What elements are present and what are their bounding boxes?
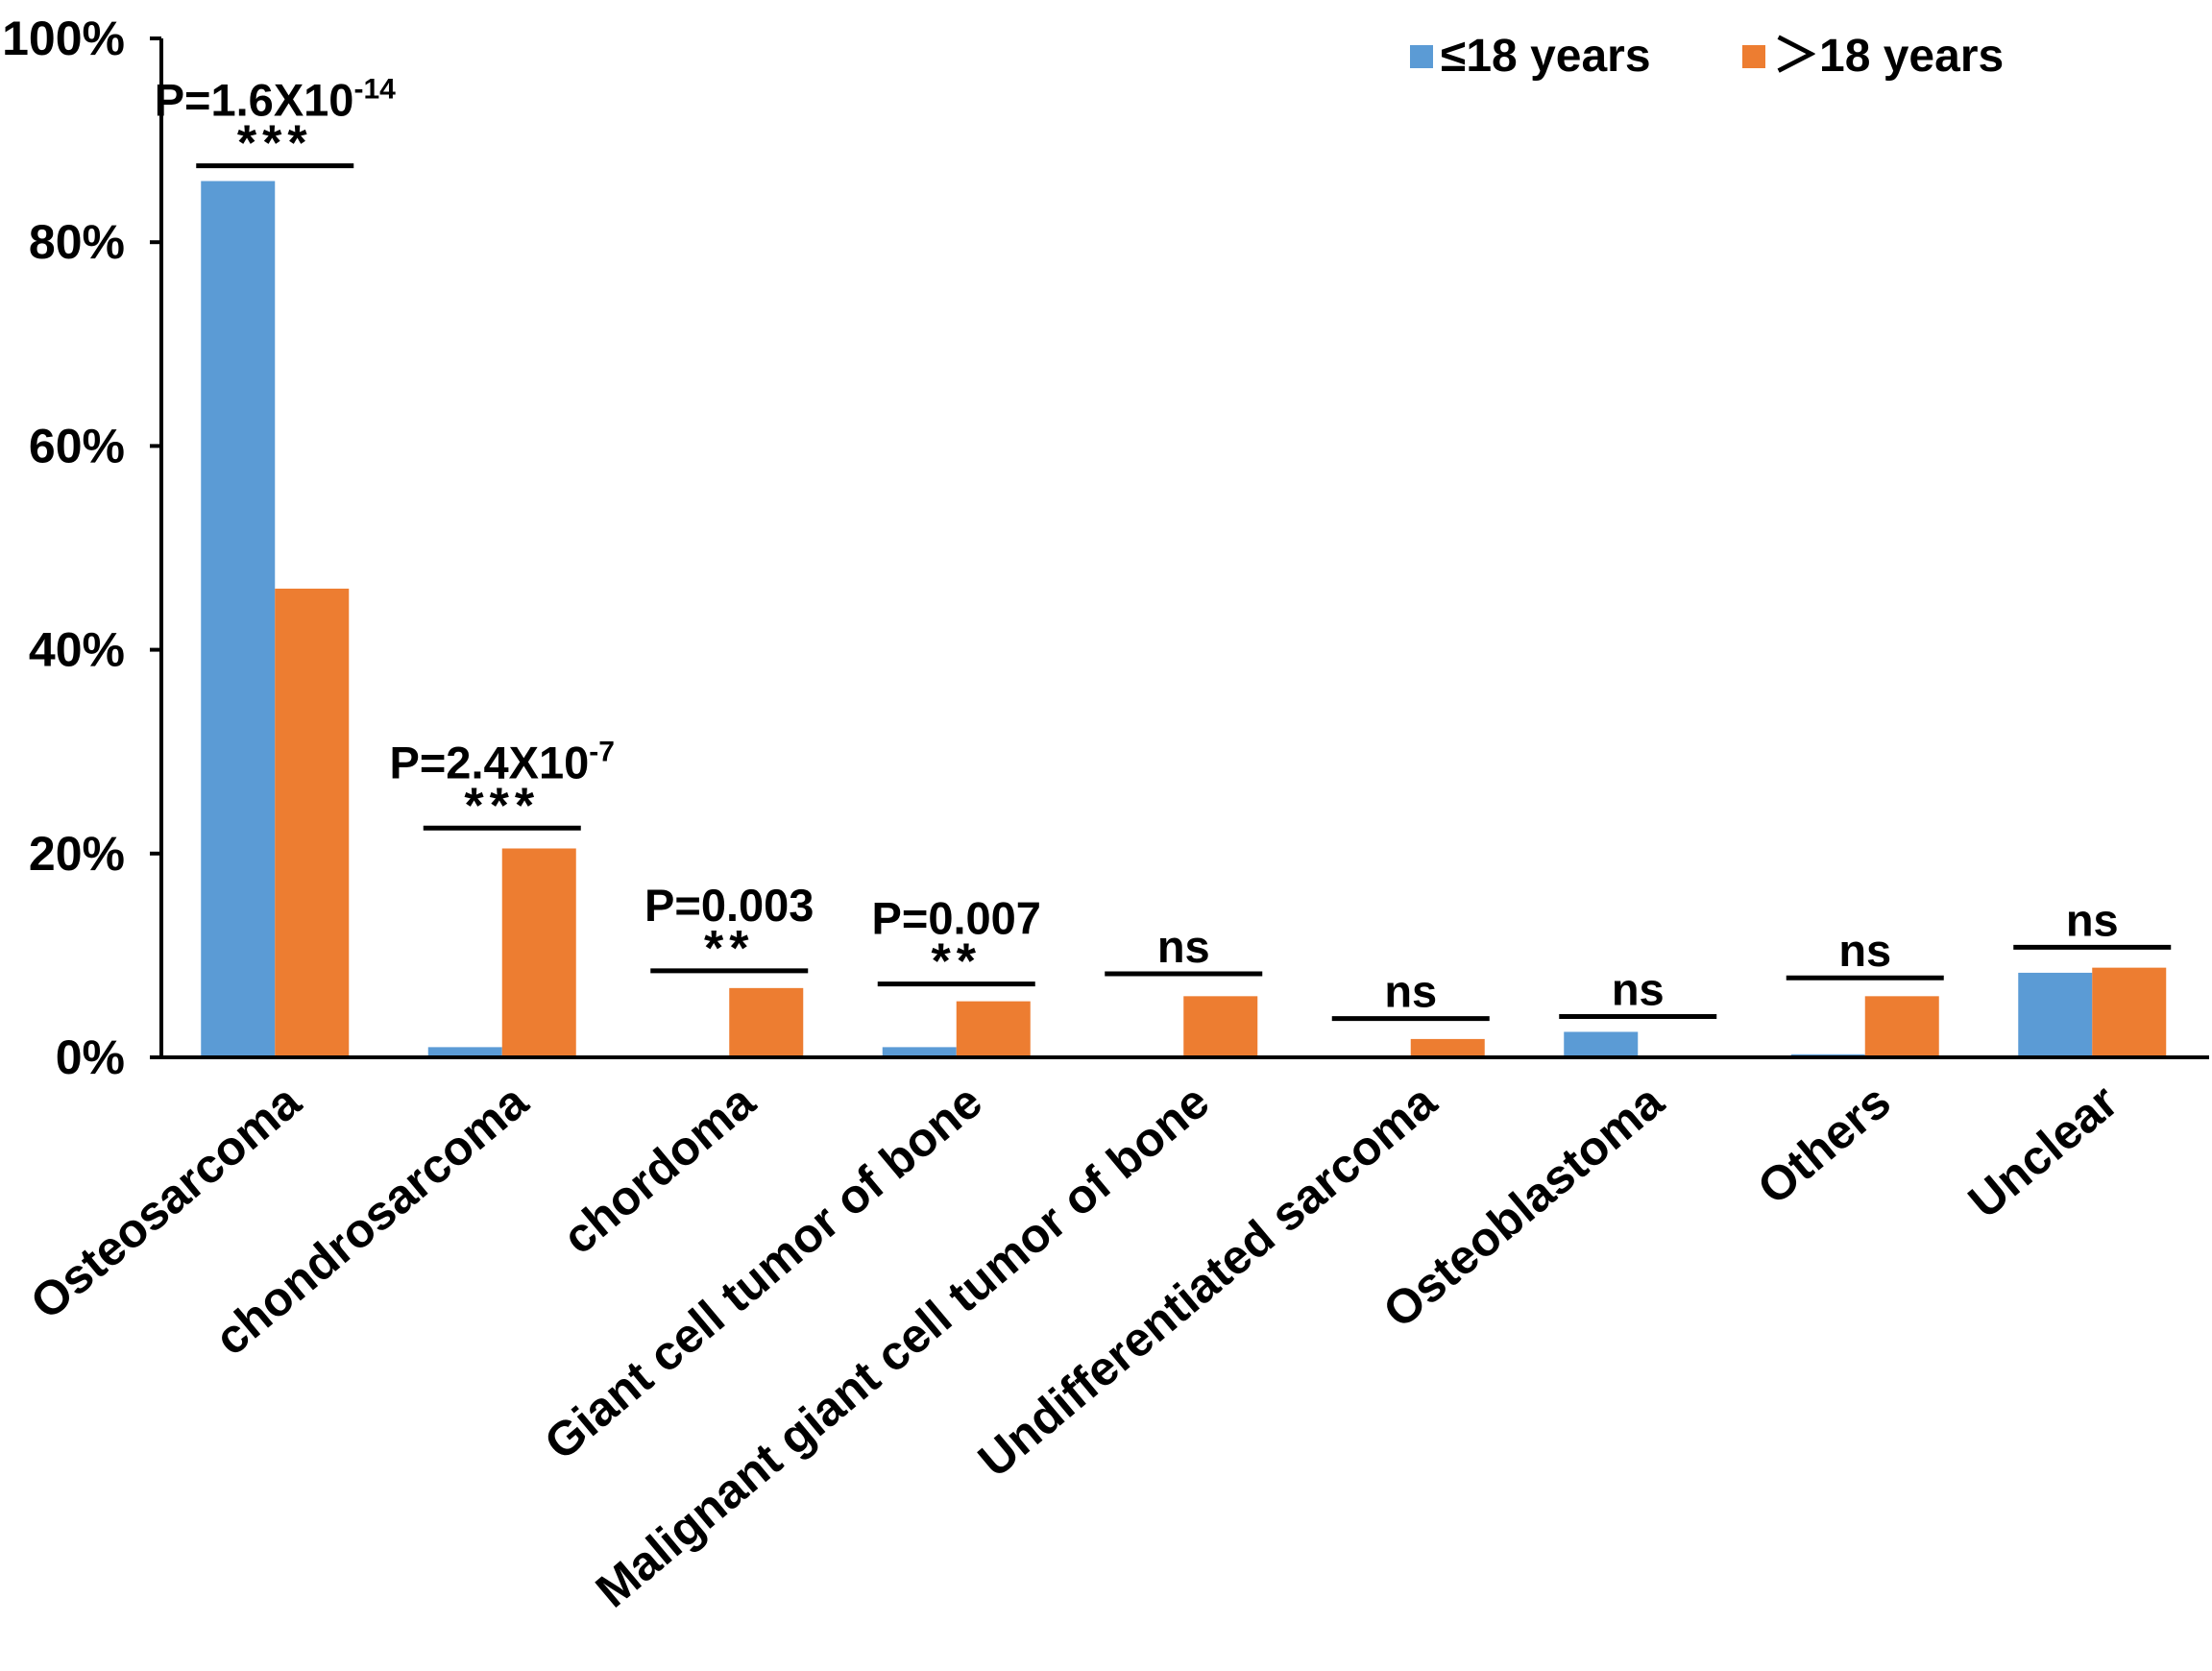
x-category-label: Others xyxy=(1747,1075,1900,1215)
y-tick-label: 80% xyxy=(29,215,125,269)
p-value-label: P=2.4X10-7 xyxy=(390,736,615,787)
bar-series-2-8 xyxy=(1864,996,1939,1057)
y-tick-label: 100% xyxy=(2,12,125,65)
legend-swatch-1 xyxy=(1410,45,1433,68)
y-tick-label: 40% xyxy=(29,623,125,677)
x-category-label: chordoma xyxy=(552,1074,766,1265)
p-value-label: P=0.003 xyxy=(644,880,814,931)
bar-series-1-2 xyxy=(427,1047,502,1057)
legend: ≤18 years ＞18 years xyxy=(1410,31,2004,82)
p-value-exponent: -7 xyxy=(589,736,615,767)
p-value-label: P=1.6X10-14 xyxy=(155,74,396,126)
x-category-label: Undifferentiated sarcoma xyxy=(968,1074,1447,1488)
bar-series-1-9 xyxy=(2018,972,2093,1057)
ns-label: ns xyxy=(1612,964,1665,1015)
legend-swatch-2 xyxy=(1742,45,1765,68)
p-value-exponent: -14 xyxy=(353,74,396,106)
bar-series-2-9 xyxy=(2092,967,2167,1057)
significance-stars: ** xyxy=(704,921,754,977)
p-value-label: P=0.007 xyxy=(872,893,1041,944)
ns-label: ns xyxy=(1384,966,1437,1017)
bar-series-1-1 xyxy=(201,181,276,1058)
y-tick-label: 20% xyxy=(29,827,125,881)
bar-series-2-1 xyxy=(275,588,350,1057)
x-category-label: Giant cell tumor of bone xyxy=(534,1075,991,1471)
bar-series-2-5 xyxy=(1183,996,1258,1057)
significance-stars: *** xyxy=(237,116,313,172)
ns-label: ns xyxy=(1838,925,1891,976)
x-category-label: Unclear xyxy=(1958,1075,2128,1229)
bar-series-2-3 xyxy=(729,987,804,1057)
significance-stars: *** xyxy=(464,778,540,834)
bar-series-1-7 xyxy=(1564,1031,1639,1057)
bar-series-2-4 xyxy=(956,1001,1031,1057)
bar-series-2-2 xyxy=(501,848,576,1057)
legend-label-1: ≤18 years xyxy=(1441,31,1651,82)
ns-label: ns xyxy=(2066,894,2119,945)
y-tick-label: 60% xyxy=(29,419,125,472)
bar-series-1-4 xyxy=(882,1047,957,1057)
y-tick-label: 0% xyxy=(56,1030,125,1084)
bars-layer xyxy=(201,181,2167,1058)
legend-label-2: ＞18 years xyxy=(1773,31,2004,82)
ns-label: ns xyxy=(1157,921,1210,972)
significance-layer: ***P=1.6X10-14***P=2.4X10-7**P=0.003**P=… xyxy=(155,74,2172,1022)
significance-stars: ** xyxy=(932,934,982,990)
bar-series-2-6 xyxy=(1410,1038,1485,1057)
